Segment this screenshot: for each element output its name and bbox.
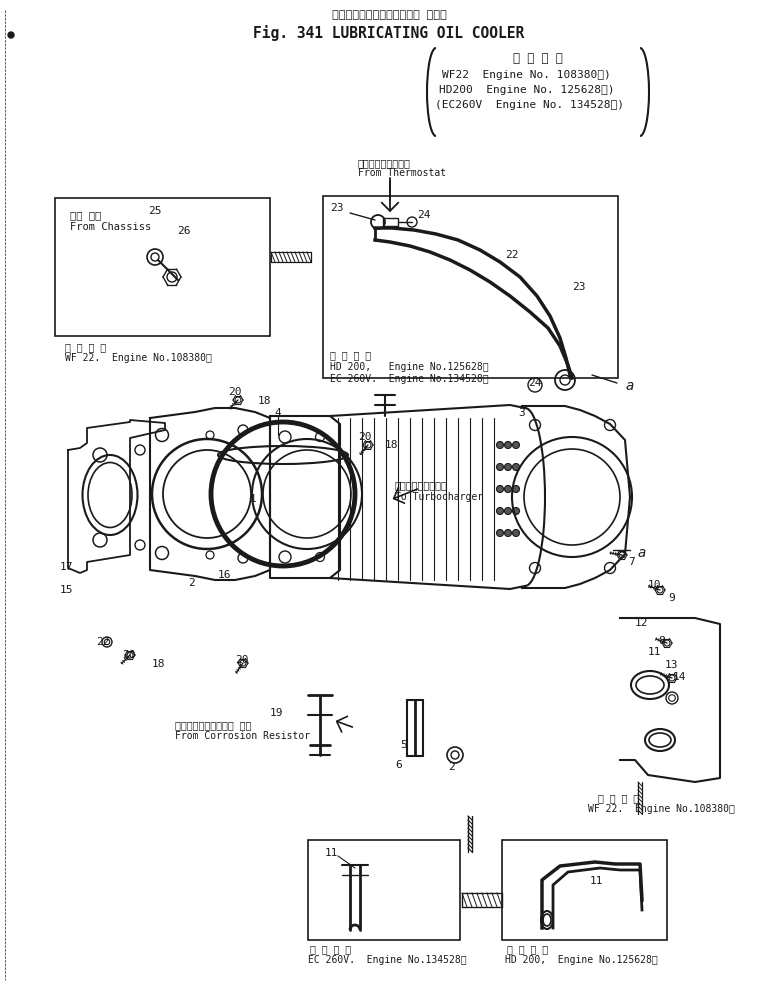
Text: 10: 10 xyxy=(648,580,661,590)
Text: 25: 25 xyxy=(148,206,161,216)
Circle shape xyxy=(496,441,503,448)
Text: 適 用 号 機: 適 用 号 機 xyxy=(507,944,548,954)
Text: From Chassiss: From Chassiss xyxy=(70,222,151,232)
Text: HD 200,   Engine No.125628～: HD 200, Engine No.125628～ xyxy=(330,362,488,372)
Circle shape xyxy=(8,32,14,38)
Text: 24: 24 xyxy=(417,210,431,220)
Text: HD 200,  Engine No.125628～: HD 200, Engine No.125628～ xyxy=(505,955,657,965)
Circle shape xyxy=(505,441,512,448)
Text: Fig. 341 LUBRICATING OIL COOLER: Fig. 341 LUBRICATING OIL COOLER xyxy=(253,25,524,41)
Circle shape xyxy=(496,529,503,536)
Text: 13: 13 xyxy=(665,660,679,670)
Text: 6: 6 xyxy=(395,760,402,770)
Circle shape xyxy=(513,486,520,493)
Text: 19: 19 xyxy=(270,708,284,718)
Text: 16: 16 xyxy=(218,570,231,580)
Text: 5: 5 xyxy=(400,740,407,750)
Text: To Turbocharger: To Turbocharger xyxy=(395,492,483,502)
Text: ルーブリケーティングオイル クーラ: ルーブリケーティングオイル クーラ xyxy=(332,10,446,20)
Text: 2: 2 xyxy=(448,762,455,772)
Text: WF22  Engine No. 108380～): WF22 Engine No. 108380～) xyxy=(442,70,611,80)
Text: 20: 20 xyxy=(358,432,372,442)
Circle shape xyxy=(513,507,520,514)
Circle shape xyxy=(496,507,503,514)
Circle shape xyxy=(513,529,520,536)
Circle shape xyxy=(505,507,512,514)
Text: 14: 14 xyxy=(673,672,686,682)
Text: コロージョンレジスタ から: コロージョンレジスタ から xyxy=(175,720,252,730)
Text: HD200  Engine No. 125628～): HD200 Engine No. 125628～) xyxy=(439,85,615,95)
Circle shape xyxy=(496,464,503,471)
Text: 20: 20 xyxy=(235,655,249,665)
Text: 20: 20 xyxy=(122,650,136,660)
Text: サーモスタットから: サーモスタットから xyxy=(358,158,411,168)
Text: From Corrosion Resistor: From Corrosion Resistor xyxy=(175,731,310,741)
Text: 18: 18 xyxy=(258,396,272,406)
Text: 11: 11 xyxy=(325,848,339,858)
Text: 適 用 号 機: 適 用 号 機 xyxy=(310,944,351,954)
Text: 18: 18 xyxy=(385,440,399,450)
Text: 適 用 号 機: 適 用 号 機 xyxy=(598,793,639,803)
Text: 18: 18 xyxy=(152,659,165,669)
Text: 17: 17 xyxy=(60,562,73,572)
Text: ターボチャージャへ: ターボチャージャへ xyxy=(395,480,448,490)
Circle shape xyxy=(505,529,512,536)
Circle shape xyxy=(513,464,520,471)
Text: 22: 22 xyxy=(96,637,110,647)
Text: 22: 22 xyxy=(505,250,519,260)
Text: 適 用 号 機: 適 用 号 機 xyxy=(330,350,371,360)
Text: EC 260V.  Engine No.134528～: EC 260V. Engine No.134528～ xyxy=(330,374,488,384)
Text: 7: 7 xyxy=(628,557,635,567)
Text: 23: 23 xyxy=(572,282,586,292)
Text: a: a xyxy=(638,546,647,560)
Text: 15: 15 xyxy=(60,585,73,595)
Text: 24: 24 xyxy=(528,378,541,388)
Text: 9: 9 xyxy=(668,593,675,603)
Text: 2: 2 xyxy=(188,578,195,588)
Text: 適 用 号 機: 適 用 号 機 xyxy=(513,52,563,65)
Text: 26: 26 xyxy=(177,226,191,236)
Bar xyxy=(502,840,667,940)
Bar xyxy=(323,196,618,378)
Bar xyxy=(55,198,270,336)
Text: From Thermostat: From Thermostat xyxy=(358,168,446,178)
Text: 12: 12 xyxy=(635,618,648,628)
Text: WF 22.  Engine No.108380～: WF 22. Engine No.108380～ xyxy=(65,353,212,363)
Text: 23: 23 xyxy=(330,203,344,213)
Circle shape xyxy=(513,441,520,448)
Bar xyxy=(308,840,460,940)
Circle shape xyxy=(496,486,503,493)
Text: 車体 から: 車体 から xyxy=(70,210,101,220)
Text: 3: 3 xyxy=(518,408,525,418)
Text: (EC260V  Engine No. 134528～): (EC260V Engine No. 134528～) xyxy=(435,100,624,110)
Text: 適 用 号 機: 適 用 号 機 xyxy=(65,342,106,352)
Text: WF 22.  Engine No.108380～: WF 22. Engine No.108380～ xyxy=(588,804,735,814)
Bar xyxy=(383,218,398,226)
Text: 20: 20 xyxy=(228,387,241,397)
Text: 1: 1 xyxy=(250,494,257,504)
Text: EC 260V.  Engine No.134528～: EC 260V. Engine No.134528～ xyxy=(308,955,467,965)
Text: a: a xyxy=(626,379,634,393)
Text: 4: 4 xyxy=(274,408,280,418)
Circle shape xyxy=(505,486,512,493)
Text: 11: 11 xyxy=(590,876,604,886)
Circle shape xyxy=(505,464,512,471)
Text: 8: 8 xyxy=(658,636,664,646)
Text: 11: 11 xyxy=(648,647,661,657)
